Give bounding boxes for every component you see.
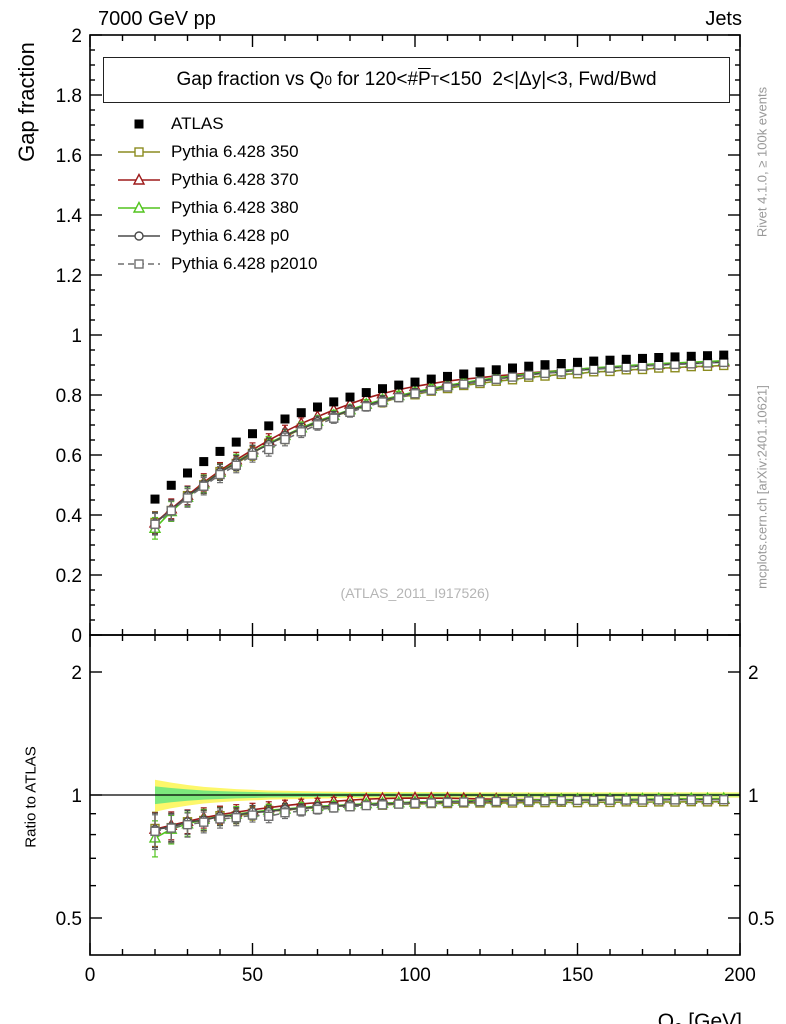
tick-label: 150 [562, 965, 594, 986]
data-series [148, 350, 730, 858]
plot-title-sub0: 0 [324, 72, 332, 88]
mcplots-attribution: mcplots.cern.ch [arXiv:2401.10621] [754, 385, 770, 589]
legend-marker-circle-open-icon [118, 231, 160, 241]
tick-label: 0 [85, 965, 96, 986]
tick-labels: 0 0.2 0.4 0.6 0.8 1 1.2 1.4 1.6 1.8 2 0.5 0.5 1 1 2 2 0 50… [56, 26, 775, 986]
x-axis-title: Q0 [GeV] [634, 986, 742, 1024]
legend-item-0: ATLAS [116, 110, 318, 138]
legend-item-3: Pythia 6.428 380 [116, 194, 318, 222]
y-axis-title-top: Gap fraction [14, 42, 39, 162]
tick-label: 1.2 [56, 266, 82, 287]
analysis-topic-label: Jets [705, 8, 742, 30]
legend-item-5: Pythia 6.428 p2010 [116, 250, 318, 278]
tick-label: 0.6 [56, 446, 82, 467]
plot-title-part1: Gap fraction vs Q [176, 69, 325, 90]
legend-label: Pythia 6.428 350 [171, 142, 299, 161]
tick-label: 1.8 [56, 86, 82, 107]
series-top-4 [150, 357, 729, 536]
tick-label: 2 [71, 26, 82, 47]
x-axis-title-q: Q [657, 1010, 675, 1024]
tick-label: 1.6 [56, 146, 82, 167]
tick-label: 0.8 [56, 386, 82, 407]
tick-label: 0.2 [56, 566, 82, 587]
legend-item-4: Pythia 6.428 p0 [116, 222, 318, 250]
beam-energy-label: 7000 GeV pp [98, 8, 216, 30]
tick-label: 2 [748, 663, 759, 684]
tick-label: 100 [399, 965, 431, 986]
legend-marker-square-filled-icon [134, 119, 144, 129]
rivet-version-note: Rivet 4.1.0, ≥ 100k events [754, 86, 770, 238]
y-axis-title-bottom: Ratio to ATLAS [22, 746, 40, 848]
plot-title-part3: <150 2<|Δy|<3, Fwd/Bwd [439, 69, 657, 90]
tick-label: 1.4 [56, 206, 83, 227]
legend-label: Pythia 6.428 p0 [171, 226, 290, 245]
tick-label: 0.5 [56, 909, 82, 930]
legend-item-2: Pythia 6.428 370 [116, 166, 318, 194]
tick-label: 1 [71, 786, 82, 807]
legend-item-1: Pythia 6.428 350 [116, 138, 318, 166]
tick-label: 2 [71, 663, 82, 684]
legend-label: Pythia 6.428 380 [171, 198, 299, 217]
plot-title-part2: for 120<# [331, 69, 419, 90]
analysis-id-watermark: (ATLAS_2011_I917526) [340, 585, 490, 601]
tick-label: 0.5 [748, 909, 774, 930]
axes-frame [89, 34, 741, 956]
legend-label: Pythia 6.428 p2010 [171, 254, 318, 273]
x-axis-title-sub0: 0 [674, 1020, 682, 1024]
plot-title-pbar: P [418, 69, 431, 90]
legend: ATLAS Pythia 6.428 350 Pythia 6.428 370 Pyt… [116, 110, 318, 278]
legend-marker-square-open-icon [118, 147, 160, 157]
tick-label: 200 [724, 965, 756, 986]
series-ratio-4 [150, 794, 729, 851]
x-axis-title-unit: [GeV] [682, 1010, 742, 1024]
tick-label: 50 [242, 965, 263, 986]
atlas-points [150, 350, 729, 504]
tick-label: 1 [71, 326, 82, 347]
tick-label: 0.4 [56, 506, 83, 527]
legend-marker-square-open-icon [118, 259, 160, 269]
legend-marker-triangle-open-icon [118, 200, 160, 213]
legend-label: Pythia 6.428 370 [171, 170, 299, 189]
legend-marker-triangle-open-icon [118, 172, 160, 185]
tick-label: 1 [748, 786, 759, 807]
legend-label: ATLAS [171, 114, 224, 133]
tick-label: 0 [71, 626, 82, 647]
plot-title-subT: T [430, 72, 440, 88]
